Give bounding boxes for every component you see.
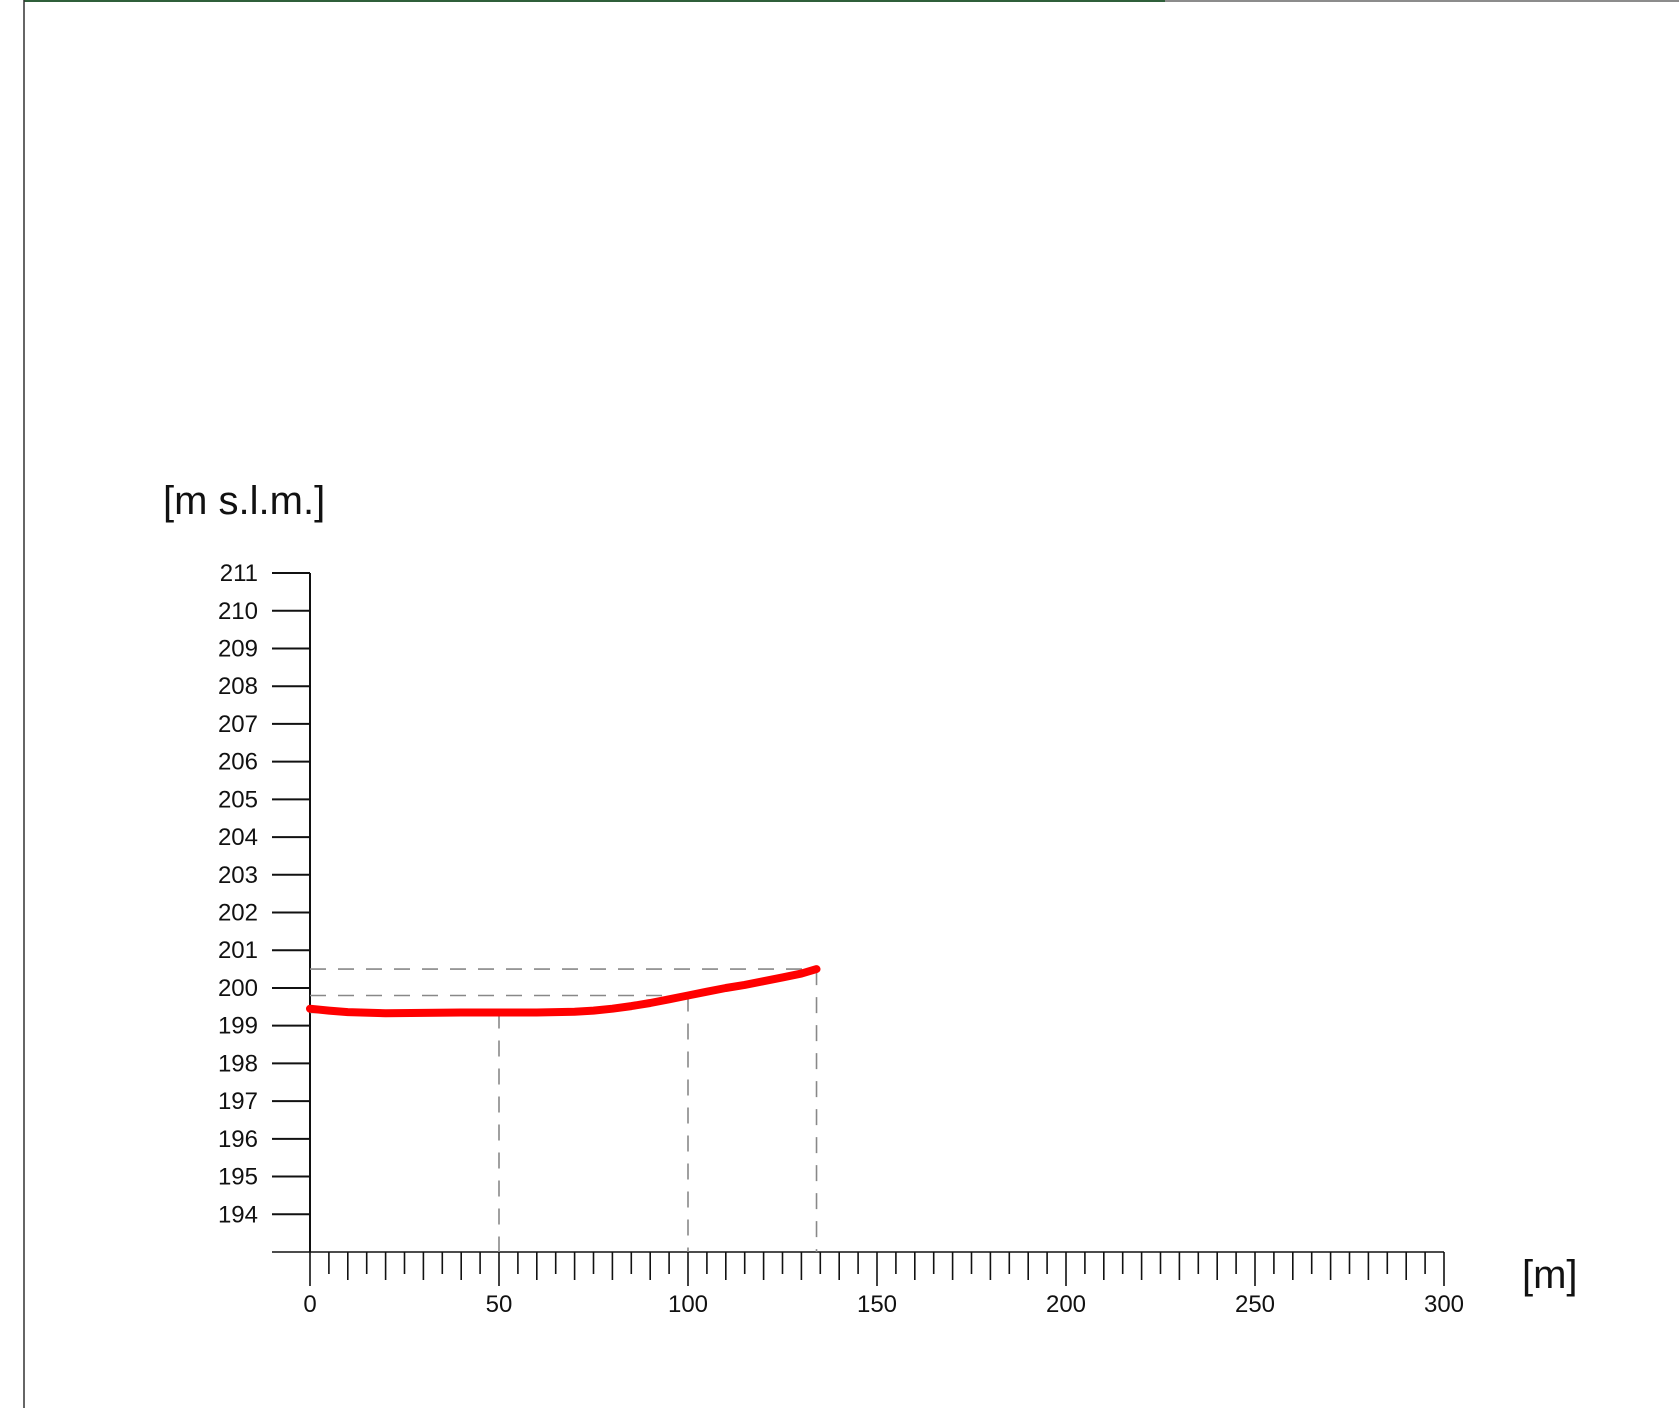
y-tick-label-199: 199 — [218, 1013, 258, 1040]
x-tick-label-0: 0 — [303, 1291, 316, 1318]
y-tick-label-208: 208 — [218, 673, 258, 700]
y-tick-label-210: 210 — [218, 598, 258, 625]
y-axis-label: [m s.l.m.] — [163, 479, 325, 523]
series-layer — [306, 965, 821, 1018]
x-axis-label: [m] — [1522, 1253, 1578, 1297]
y-tick-label-209: 209 — [218, 635, 258, 662]
y-tick-label-203: 203 — [218, 862, 258, 889]
y-tick-label-202: 202 — [218, 900, 258, 927]
x-tick-label-50: 50 — [486, 1291, 513, 1318]
series-line-0 — [306, 965, 821, 1018]
y-tick-label-200: 200 — [218, 975, 258, 1002]
y-tick-label-197: 197 — [218, 1088, 258, 1115]
y-tick-label-198: 198 — [218, 1050, 258, 1077]
y-tick-label-205: 205 — [218, 786, 258, 813]
y-tick-label-207: 207 — [218, 711, 258, 738]
y-tick-label-201: 201 — [218, 937, 258, 964]
y-tick-label-204: 204 — [218, 824, 258, 851]
y-tick-label-194: 194 — [218, 1201, 258, 1228]
x-tick-label-200: 200 — [1046, 1291, 1086, 1318]
x-tick-label-250: 250 — [1235, 1291, 1275, 1318]
x-tick-label-300: 300 — [1424, 1291, 1464, 1318]
axes: 194 195 196 197 198 199 200 201 202 203 204 205 206 2… — [218, 560, 1464, 1318]
y-tick-label-196: 196 — [218, 1126, 258, 1153]
y-tick-label-206: 206 — [218, 749, 258, 776]
x-tick-label-100: 100 — [668, 1291, 708, 1318]
y-tick-label-195: 195 — [218, 1164, 258, 1191]
y-tick-label-211: 211 — [220, 560, 258, 587]
x-tick-label-150: 150 — [857, 1291, 897, 1318]
